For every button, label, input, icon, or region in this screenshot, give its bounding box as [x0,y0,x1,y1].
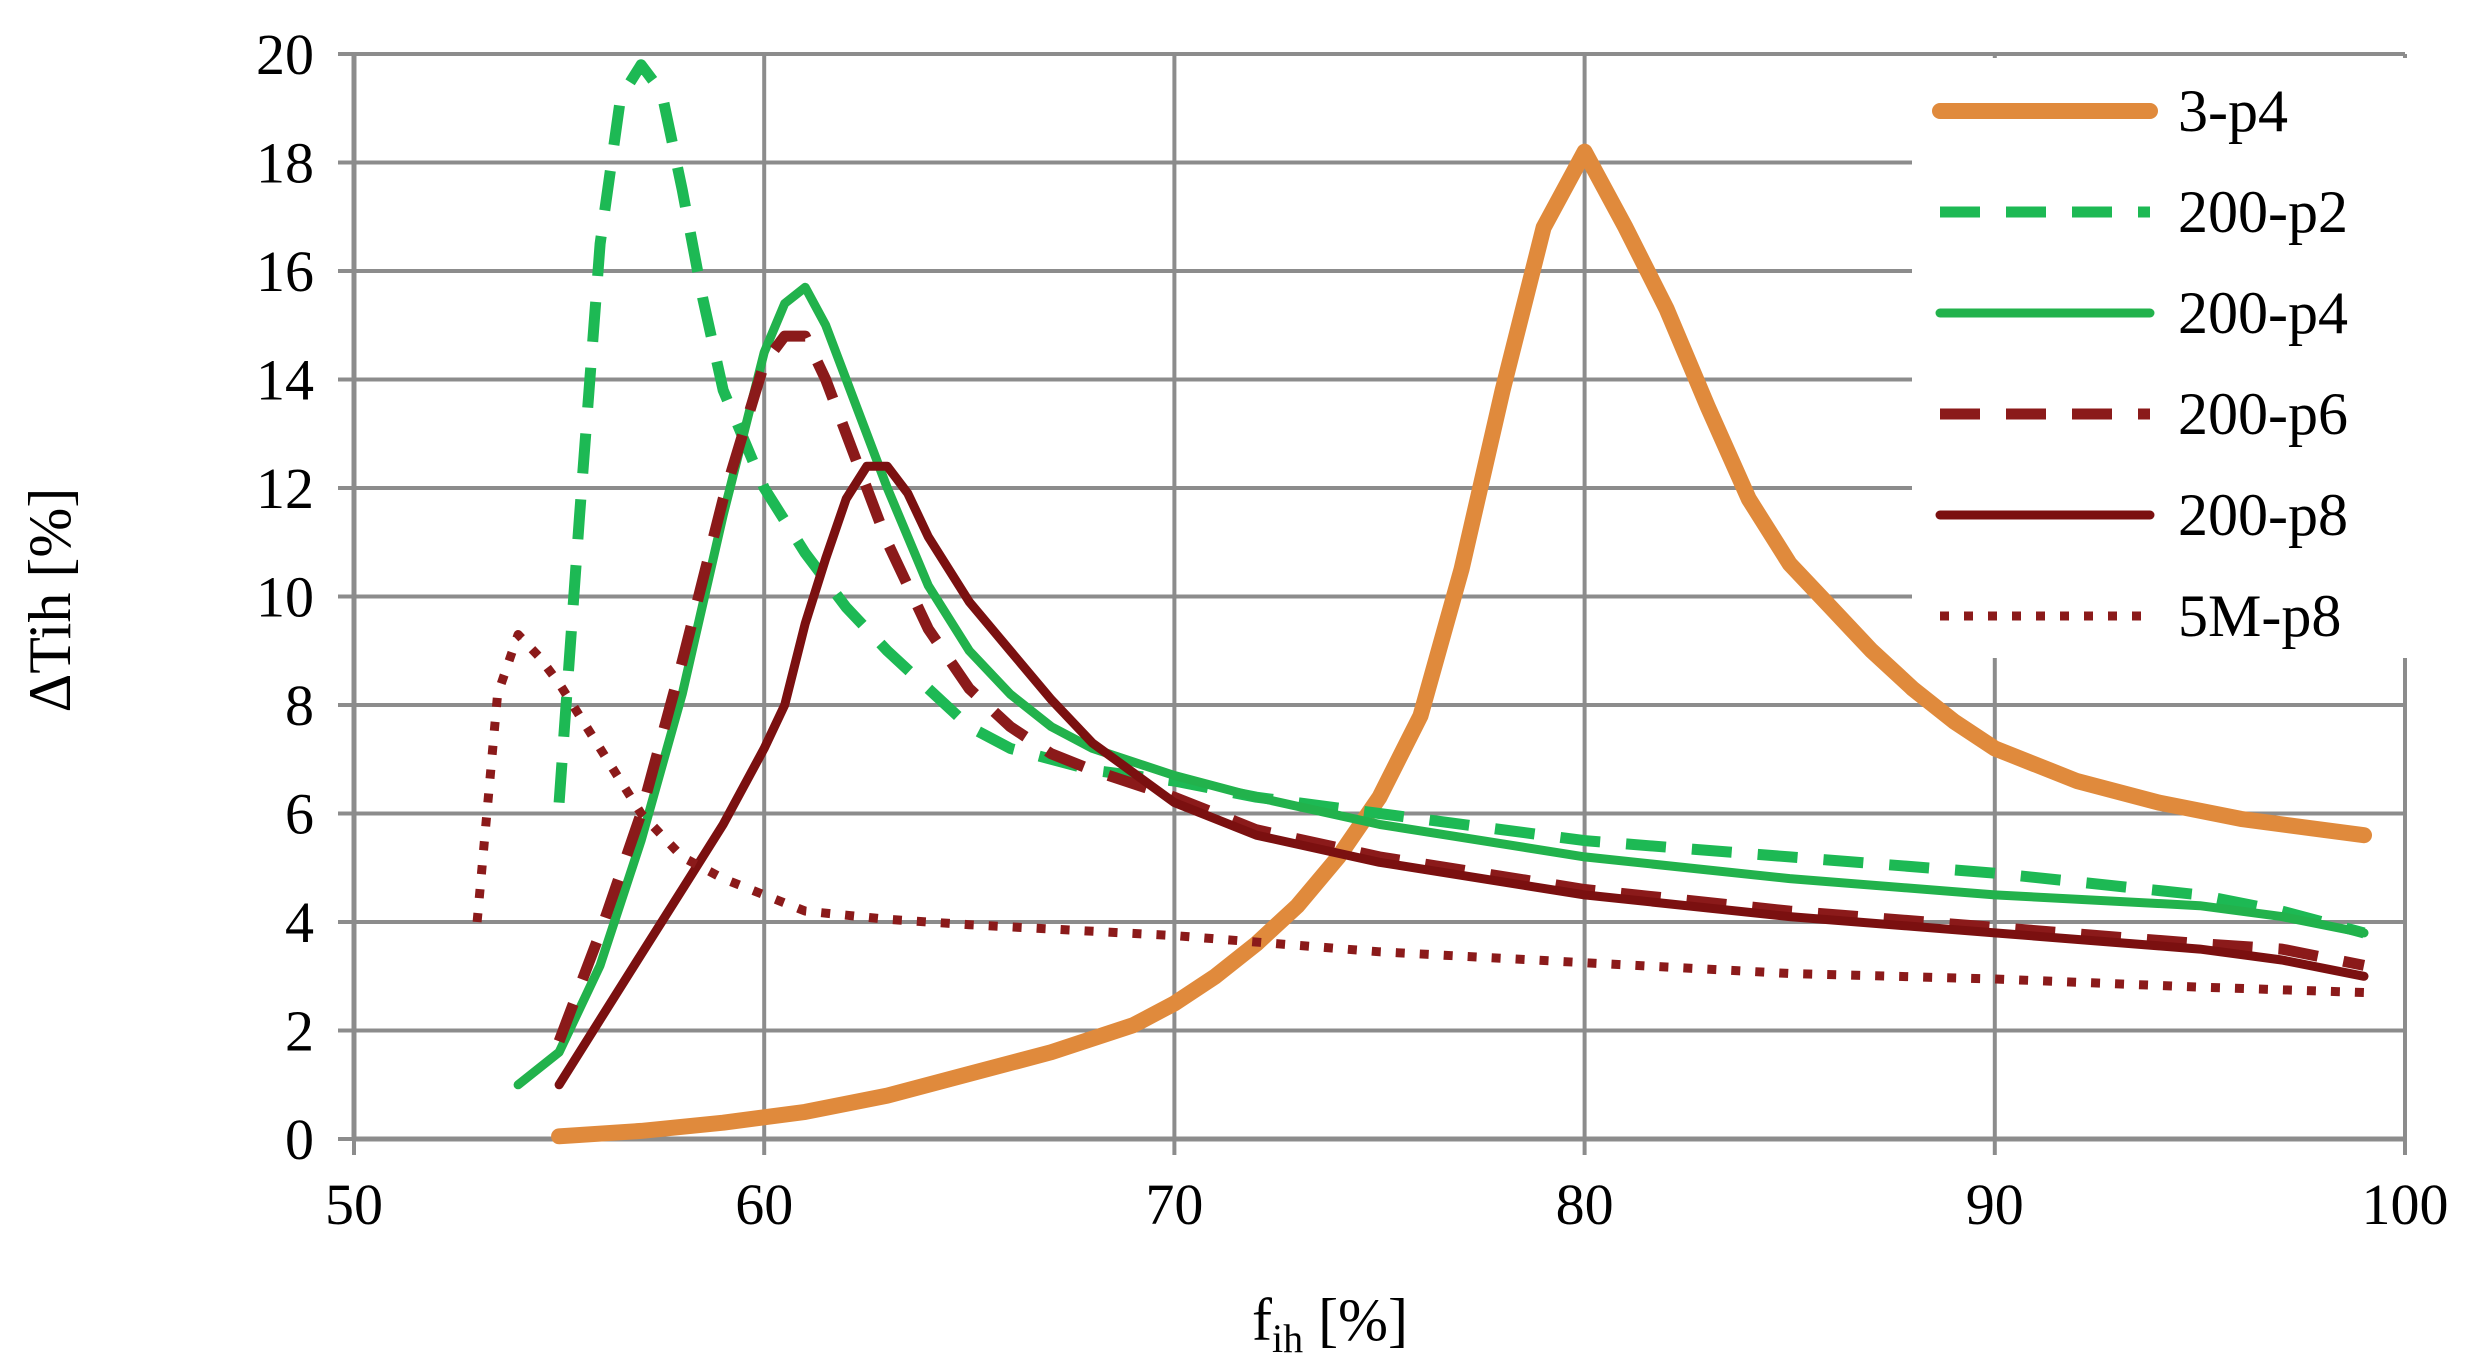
series-line-5M-p8 [472,630,2365,997]
x-tick-label: 60 [735,1172,793,1237]
series-group [472,59,2372,1145]
y-tick-label: 2 [285,999,314,1064]
legend-label-3-p4: 3-p4 [2178,78,2288,144]
legend-label-200-p6: 200-p6 [2178,381,2348,447]
legend-label-200-p4: 200-p4 [2178,280,2348,346]
y-tick-label: 6 [285,782,314,847]
y-tick-label: 10 [256,565,314,630]
series-line-3-p4 [551,143,2372,1145]
y-tick-label: 18 [256,131,314,196]
x-tick-label: 70 [1145,1172,1203,1237]
series-line-200-p4 [513,282,2369,1090]
y-tick-label: 16 [256,239,314,304]
legend-background [1912,58,2412,658]
y-tick-label: 14 [256,348,314,413]
legend: 3-p4 200-p2 200-p4 200-p6 200-p8 5M-p8 [1912,58,2412,658]
series-line-200-p6 [553,330,2366,1044]
axes [338,52,2407,1155]
x-axis-label-main: f [1252,1287,1272,1353]
y-tick-label: 4 [285,890,314,955]
x-axis-label-subscript: ih [1272,1316,1303,1361]
x-tick-label: 50 [325,1172,383,1237]
x-tick-label: 80 [1556,1172,1614,1237]
y-tick-label: 0 [285,1107,314,1172]
x-tick-label: 90 [1966,1172,2024,1237]
legend-label-200-p8: 200-p8 [2178,482,2348,548]
series-line-200-p2 [553,59,2366,939]
tick-labels: 0 2 4 6 8 10 12 14 16 18 20 50 60 70 80 90 100 [256,22,2449,1237]
x-axis-label-unit: [%] [1303,1287,1408,1353]
y-axis-label: ΔTih [%] [17,488,83,713]
y-tick-label: 12 [256,456,314,521]
y-tick-label: 8 [285,673,314,738]
series-line-200-p8 [554,461,2369,1090]
y-tick-label: 20 [256,22,314,87]
x-axis-label: fih [%] [1252,1287,1408,1361]
legend-label-5M-p8: 5M-p8 [2178,583,2341,649]
x-tick-label: 100 [2362,1172,2449,1237]
legend-label-200-p2: 200-p2 [2178,179,2348,245]
